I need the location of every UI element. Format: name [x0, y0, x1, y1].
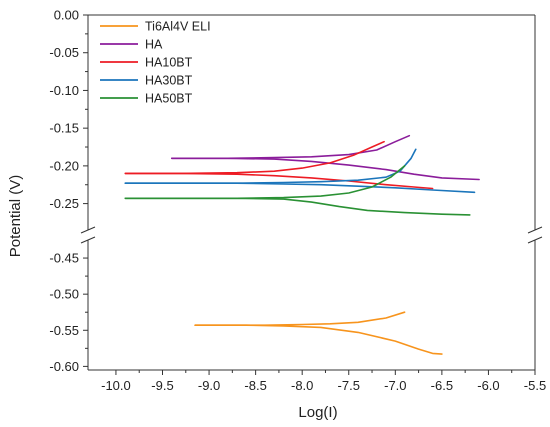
y-tick-label: -0.05: [49, 45, 79, 60]
y-tick-label: -0.60: [49, 359, 79, 374]
legend-label-ha30bt: HA30BT: [145, 74, 193, 88]
x-tick-label: -6.0: [477, 378, 499, 393]
legend-label-ti6al4v-eli: Ti6Al4V ELI: [145, 20, 211, 34]
y-tick-label: 0.00: [54, 8, 79, 23]
axis-break-left-upper: [80, 226, 96, 234]
series-line-ha30bt-cathodic: [124, 182, 476, 194]
x-tick-label: -10.0: [101, 378, 131, 393]
x-tick-label: -8.0: [291, 378, 313, 393]
legend-label-ha50bt: HA50BT: [145, 92, 193, 106]
series-line-ha30bt-anodic: [124, 148, 417, 184]
y-tick-label: -0.20: [49, 158, 79, 173]
x-tick-label: -7.5: [338, 378, 360, 393]
axis-break-left-lower: [80, 236, 96, 244]
axis-break-right-upper: [527, 226, 543, 234]
legend-label-ha: HA: [145, 38, 163, 52]
series-line-ti6al4v-eli-anodic: [194, 311, 406, 327]
series-layer: [124, 134, 480, 355]
x-tick-label: -6.5: [431, 378, 453, 393]
y-tick-label: -0.50: [49, 287, 79, 302]
x-tick-label: -7.0: [384, 378, 406, 393]
y-tick-label: -0.55: [49, 323, 79, 338]
x-tick-label: -9.5: [151, 378, 173, 393]
x-tick-label: -8.5: [244, 378, 266, 393]
series-line-ha10bt-cathodic: [124, 172, 434, 190]
y-tick-label: -0.10: [49, 83, 79, 98]
y-axis-label: Potential (V): [7, 175, 24, 258]
x-axis-label: Log(I): [298, 404, 337, 421]
y-tick-label: -0.15: [49, 121, 79, 136]
series-line-ti6al4v-eli-cathodic: [194, 324, 443, 355]
axes-layer: -10.0 -9.5 -9.0 -8.5 -8.0 -7.5 -7.0 -6.5 -6.0 -5.…: [49, 8, 546, 394]
series-line-ha-cathodic: [171, 157, 480, 181]
legend-label-ha10bt: HA10BT: [145, 56, 193, 70]
y-tick-label: -0.45: [49, 251, 79, 266]
y-tick-label: -0.25: [49, 196, 79, 211]
x-tick-label: -9.0: [198, 378, 220, 393]
legend: Ti6Al4V ELI HA HA10BT HA30BT HA50BT: [100, 20, 211, 106]
series-line-ha50bt-cathodic: [124, 197, 471, 216]
axis-break-right-lower: [527, 236, 543, 244]
x-tick-label: -5.5: [524, 378, 546, 393]
